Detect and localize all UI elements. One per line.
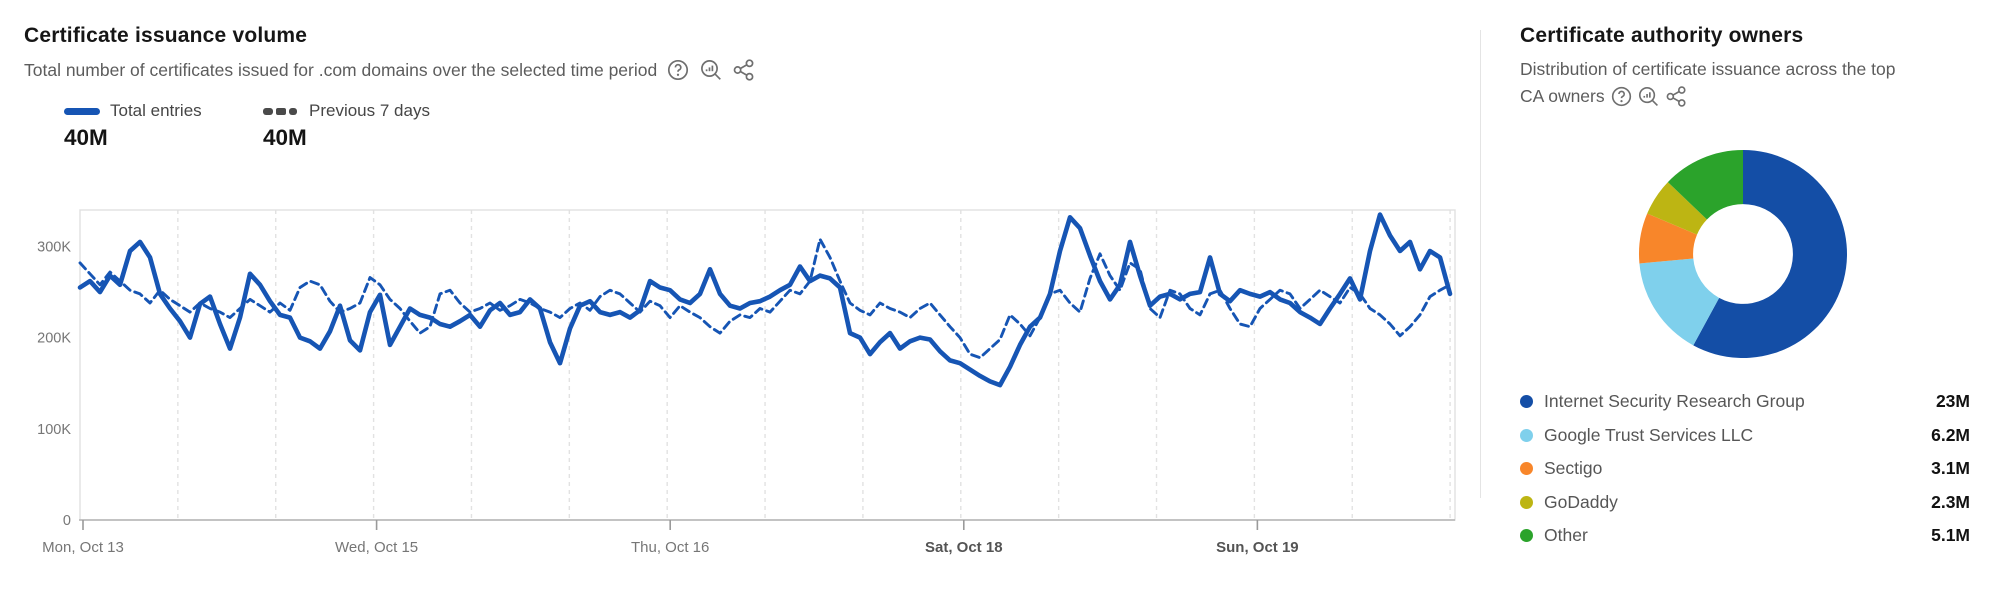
share-icon[interactable] xyxy=(1665,85,1688,108)
issuance-subtitle: Total number of certificates issued for … xyxy=(24,59,658,80)
donut-segment-google-trust-services-llc[interactable] xyxy=(1639,258,1720,346)
plot-frame xyxy=(79,209,1456,521)
legend-total-entries[interactable]: Total entries 40M xyxy=(64,101,202,151)
issuance-card: Certificate issuance volume Total number… xyxy=(24,24,1456,556)
ca-owners-legend: Internet Security Research Group 23M Googl… xyxy=(1520,385,1970,553)
legend-label: GoDaddy xyxy=(1544,491,1618,512)
x-tick-label: Sat, Oct 18 xyxy=(925,539,1003,556)
help-icon[interactable] xyxy=(1610,85,1633,108)
legend-value: 6.2M xyxy=(1931,424,1970,445)
legend-dot xyxy=(1520,495,1533,509)
previous-7-days-swatch xyxy=(263,107,297,115)
legend-label: Other xyxy=(1544,525,1588,546)
help-icon[interactable] xyxy=(666,58,690,82)
x-tick-label: Thu, Oct 16 xyxy=(631,539,709,556)
donut-segment-internet-security-research-group[interactable] xyxy=(1693,150,1847,358)
legend-row-godaddy[interactable]: GoDaddy 2.3M xyxy=(1520,486,1970,520)
share-icon[interactable] xyxy=(732,58,756,82)
issuance-line-chart[interactable]: 0 100K 200K 300K Mon, Oct 13 Wed, Oct 15 Thu, … xyxy=(0,205,1480,570)
explore-icon[interactable] xyxy=(699,58,723,82)
legend-label: Google Trust Services LLC xyxy=(1544,424,1754,445)
y-tick-label: 0 xyxy=(63,513,71,529)
donut-segment-sectigo[interactable] xyxy=(1639,213,1698,264)
legend-label: Sectigo xyxy=(1544,458,1603,479)
total-entries-swatch xyxy=(64,107,100,115)
issuance-title: Certificate issuance volume xyxy=(24,24,308,47)
legend-value: 5.1M xyxy=(1931,525,1970,546)
panel-divider xyxy=(1480,30,1481,498)
explore-icon[interactable] xyxy=(1637,85,1660,108)
total-entries-value: 40M xyxy=(64,125,108,150)
legend-value: 23M xyxy=(1935,391,1970,412)
legend-row-other[interactable]: Other 5.1M xyxy=(1520,519,1970,553)
y-tick-label: 300K xyxy=(37,239,71,255)
series-line-total-entries xyxy=(77,212,1453,388)
previous-7-days-label: Previous 7 days xyxy=(309,101,430,120)
ca-owners-title: Certificate authority owners xyxy=(1520,24,1804,47)
legend-value: 2.3M xyxy=(1931,491,1970,512)
legend-row-google-trust-services-llc[interactable]: Google Trust Services LLC 6.2M xyxy=(1520,419,1970,453)
x-tick-label: Wed, Oct 15 xyxy=(335,539,418,556)
previous-7-days-value: 40M xyxy=(263,125,307,150)
x-tick-label: Mon, Oct 13 xyxy=(42,539,124,556)
ca-owners-subtitle-row: Distribution of certificate issuance acr… xyxy=(1520,56,1905,110)
ca-owners-donut-chart[interactable] xyxy=(1635,146,1851,362)
legend-value: 3.1M xyxy=(1931,458,1970,479)
donut-segment-godaddy[interactable] xyxy=(1647,182,1707,235)
y-tick-label: 100K xyxy=(37,422,71,438)
total-entries-label: Total entries xyxy=(110,101,202,120)
legend-previous-7-days[interactable]: Previous 7 days 40M xyxy=(263,101,430,151)
legend-label: Internet Security Research Group xyxy=(1544,391,1805,412)
donut-segment-other[interactable] xyxy=(1667,150,1743,220)
x-tick-label: Sun, Oct 19 xyxy=(1216,539,1299,556)
legend-dot xyxy=(1520,462,1533,476)
legend-dot xyxy=(1520,428,1533,442)
legend-dot xyxy=(1520,395,1533,409)
ca-owners-subtitle: Distribution of certificate issuance acr… xyxy=(1520,59,1896,107)
legend-row-sectigo[interactable]: Sectigo 3.1M xyxy=(1520,452,1970,486)
y-tick-label: 200K xyxy=(37,331,71,347)
issuance-subtitle-row: Total number of certificates issued for … xyxy=(24,58,756,82)
series-line-previous-7-days xyxy=(78,237,1452,360)
ca-owners-card: Certificate authority owners Distributio… xyxy=(1520,0,1990,596)
legend-dot xyxy=(1520,529,1533,543)
legend-row-internet-security-research-group[interactable]: Internet Security Research Group 23M xyxy=(1520,385,1970,419)
